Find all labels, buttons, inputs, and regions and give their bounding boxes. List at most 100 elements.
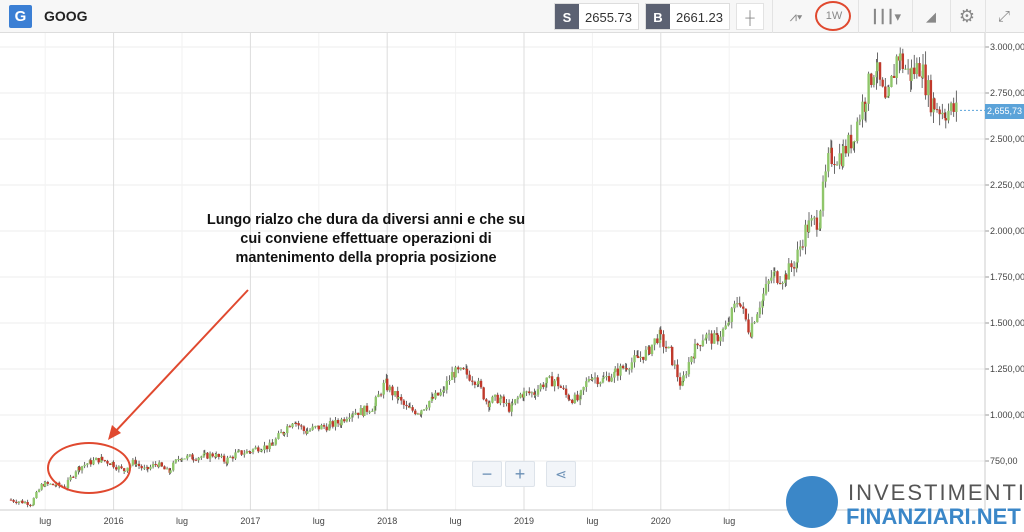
candle-body xyxy=(835,164,839,166)
symbol-name[interactable]: GOOG xyxy=(44,8,88,24)
candle-body xyxy=(884,86,887,98)
candle-body xyxy=(933,98,936,110)
x-tick-label: 2020 xyxy=(651,516,671,526)
candle-body xyxy=(733,303,736,309)
candle-body xyxy=(533,392,536,396)
candle-body xyxy=(408,407,412,409)
candle-body xyxy=(705,334,708,339)
candle-body xyxy=(430,396,434,402)
candle-body xyxy=(716,334,719,342)
candle-body xyxy=(587,378,591,382)
candle-body xyxy=(742,306,745,309)
candle-body xyxy=(676,364,679,378)
candle-body xyxy=(943,112,947,119)
candle-body xyxy=(585,381,588,387)
candle-body xyxy=(294,422,298,424)
candle-body xyxy=(553,380,556,387)
candle-body xyxy=(838,153,841,165)
candle-body xyxy=(477,380,480,385)
candle-body xyxy=(137,463,141,467)
candle-body xyxy=(776,271,779,283)
candle-body xyxy=(131,459,135,465)
candle-body xyxy=(382,382,385,395)
candle-body xyxy=(357,412,360,416)
candle-body xyxy=(479,380,483,388)
candle-body xyxy=(320,425,323,430)
candle-body xyxy=(519,394,522,398)
share-icon[interactable]: ⋖ xyxy=(546,461,576,487)
candle-body xyxy=(154,464,157,466)
candle-body xyxy=(906,68,910,70)
candle-body xyxy=(813,217,816,219)
candle-body xyxy=(371,410,374,412)
candle-body xyxy=(901,53,905,69)
candle-body xyxy=(952,103,955,112)
y-tick-label: 750,00 xyxy=(990,456,1018,466)
candle-body xyxy=(819,210,822,229)
candle-body xyxy=(701,340,705,346)
x-tick-label: lug xyxy=(176,516,188,526)
buy-button[interactable]: B 2661.23 xyxy=(645,3,730,30)
candle-body xyxy=(263,445,266,451)
candle-body xyxy=(343,419,346,422)
chart-type-icon[interactable]: ⩘▾ xyxy=(789,9,803,24)
candle-body xyxy=(260,450,263,452)
candle-body xyxy=(231,456,235,459)
candle-body xyxy=(949,103,953,111)
candle-body xyxy=(635,355,639,357)
candle-body xyxy=(815,217,819,230)
candle-body xyxy=(29,504,32,506)
candle-body xyxy=(536,389,540,395)
x-tick-label: lug xyxy=(39,516,51,526)
candle-body xyxy=(502,396,506,404)
candle-body xyxy=(667,346,670,349)
sell-button[interactable]: S 2655.73 xyxy=(554,3,639,30)
candle-body xyxy=(853,141,856,143)
candle-body xyxy=(336,419,340,424)
candle-body xyxy=(476,384,479,386)
candle-body xyxy=(756,314,759,323)
candle-body xyxy=(602,377,605,379)
gear-icon[interactable]: ⚙ xyxy=(958,6,976,26)
candle-body xyxy=(787,263,791,280)
candle-body xyxy=(177,459,180,461)
zoom-out-button[interactable]: − xyxy=(472,461,502,487)
zoom-in-button[interactable]: + xyxy=(505,461,535,487)
candle-body xyxy=(379,394,383,396)
candle-body xyxy=(796,249,799,263)
candle-body xyxy=(599,382,602,385)
expand-icon[interactable]: ⤢ xyxy=(997,8,1010,25)
candle-body xyxy=(833,163,836,166)
candle-body xyxy=(678,377,682,386)
candle-body xyxy=(593,377,597,379)
candle-body xyxy=(918,63,921,77)
candle-body xyxy=(750,323,754,337)
candle-body xyxy=(810,218,813,221)
candle-body xyxy=(545,377,548,384)
candle-body xyxy=(571,399,574,404)
draw-icon[interactable]: ◢ xyxy=(926,9,936,24)
candle-body xyxy=(944,118,947,121)
candlestick-icon[interactable]: ┃┃┃▾ xyxy=(870,9,901,24)
candle-body xyxy=(664,346,668,349)
candle-body xyxy=(277,433,280,439)
candle-body xyxy=(591,378,594,380)
candle-body xyxy=(388,386,392,391)
crosshair-icon[interactable]: ┼ xyxy=(736,3,764,30)
candle-body xyxy=(442,389,445,393)
candle-body xyxy=(259,450,263,452)
candle-body xyxy=(929,80,933,113)
candle-body xyxy=(559,386,563,388)
candle-body xyxy=(938,109,941,115)
candle-body xyxy=(849,134,853,149)
candle-body xyxy=(761,300,764,308)
candle-body xyxy=(391,386,394,396)
candle-body xyxy=(251,449,255,453)
candle-body xyxy=(229,456,232,458)
candle-body xyxy=(550,376,554,387)
candle-body xyxy=(286,426,289,434)
candle-body xyxy=(457,367,460,370)
candle-body xyxy=(682,375,685,382)
candle-body xyxy=(653,338,656,345)
candle-body xyxy=(46,482,50,484)
